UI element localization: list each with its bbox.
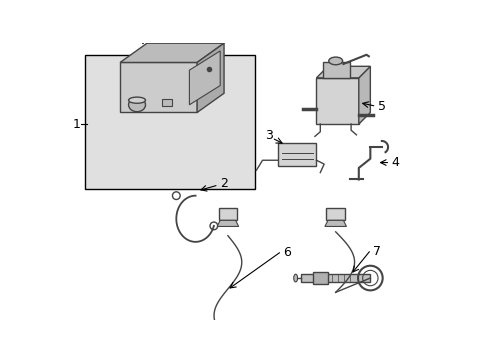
Ellipse shape [293,274,297,282]
Polygon shape [217,220,238,226]
Text: 5: 5 [377,100,385,113]
Text: 4: 4 [390,156,398,169]
Bar [312,272,327,284]
Bar [85,55,254,189]
Polygon shape [189,51,220,105]
Bar [322,62,349,78]
Ellipse shape [128,98,145,112]
Bar [301,274,369,282]
Ellipse shape [328,57,342,65]
Polygon shape [316,66,369,78]
Text: 7: 7 [372,244,380,258]
Text: 2: 2 [220,177,227,190]
Bar [120,62,197,112]
FancyBboxPatch shape [218,208,237,220]
Bar [316,78,358,124]
Text: 6: 6 [283,246,290,259]
Polygon shape [120,43,224,62]
Polygon shape [197,43,224,112]
Text: 1: 1 [72,118,80,131]
Ellipse shape [128,97,145,103]
Ellipse shape [212,333,227,345]
FancyBboxPatch shape [326,208,344,220]
Polygon shape [358,66,369,124]
Bar [162,99,171,106]
Polygon shape [324,220,346,226]
Text: 3: 3 [264,129,272,142]
Bar [277,143,316,166]
